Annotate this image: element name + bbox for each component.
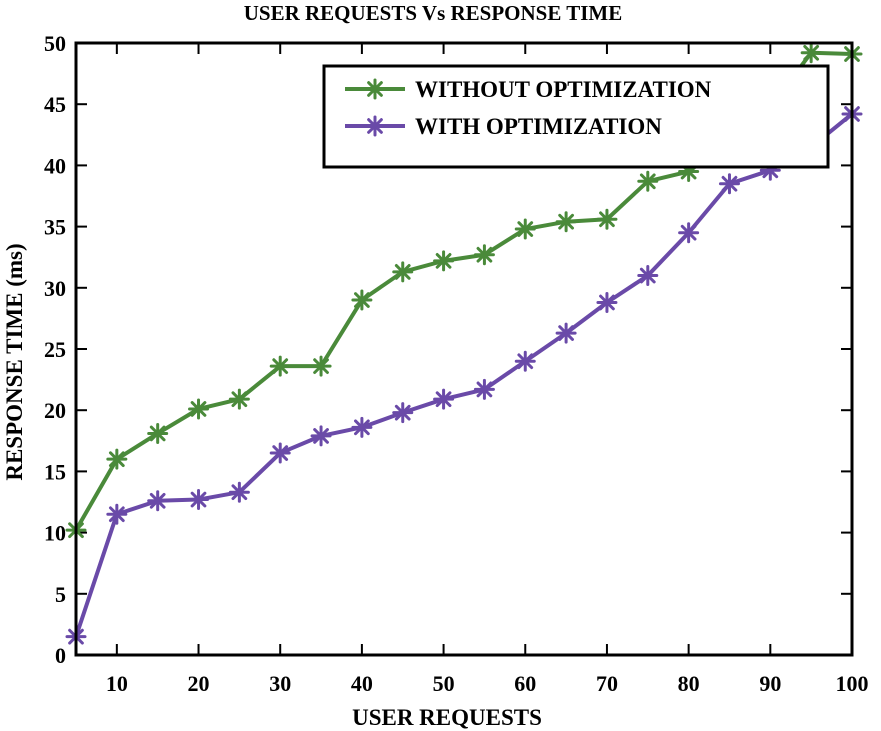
data-point [433,250,455,272]
plot-frame [74,41,854,657]
data-point [596,291,618,313]
y-axis-ticks: 0 5 10 15 20 25 30 35 40 45 50 [44,31,852,668]
data-point [637,265,659,287]
data-point [433,388,455,410]
data-point [310,355,332,377]
y-tick-label: 10 [44,521,66,546]
y-tick-label: 0 [55,643,66,668]
y-tick-label: 5 [55,582,66,607]
data-point [514,218,536,240]
legend-box [322,64,830,169]
data-point [269,442,291,464]
data-point [555,322,577,344]
legend: WITHOUT OPTIMIZATION WITH OPTIMIZATION [322,64,830,169]
data-point [310,425,332,447]
y-tick-label: 30 [44,276,66,301]
data-point [106,503,128,525]
data-point [392,261,414,283]
data-point [228,388,250,410]
x-tick-label: 40 [351,671,373,696]
x-tick-label: 10 [106,671,128,696]
data-point [800,42,822,64]
x-tick-label: 90 [759,671,781,696]
legend-marker [364,115,386,137]
x-tick-label: 100 [836,671,869,696]
data-point [473,378,495,400]
data-point [392,402,414,424]
legend-label: WITH OPTIMIZATION [415,114,662,139]
x-tick-label: 50 [433,671,455,696]
x-tick-label: 30 [269,671,291,696]
data-point [555,211,577,233]
series-1 [65,103,863,648]
x-axis-ticks: 10 20 30 40 50 60 70 80 90 100 [106,43,869,696]
y-tick-label: 15 [44,459,66,484]
data-point [351,289,373,311]
data-point [473,244,495,266]
data-point [678,222,700,244]
y-tick-label: 40 [44,153,66,178]
legend-entry: WITHOUT OPTIMIZATION [345,77,712,102]
x-axis-label: USER REQUESTS [352,705,542,730]
data-point [228,481,250,503]
data-point [188,398,210,420]
data-point [147,422,169,444]
data-point [269,355,291,377]
x-tick-label: 70 [596,671,618,696]
y-tick-label: 50 [44,31,66,56]
x-tick-label: 20 [188,671,210,696]
data-point [718,173,740,195]
y-tick-label: 45 [44,92,66,117]
x-tick-label: 60 [514,671,536,696]
y-tick-label: 20 [44,398,66,423]
data-point [147,490,169,512]
legend-entry: WITH OPTIMIZATION [345,114,662,139]
series-line [74,112,854,638]
data-point [514,350,536,372]
data-point [637,170,659,192]
data-point [351,416,373,438]
y-axis-label: RESPONSE TIME (ms) [2,243,27,480]
y-tick-label: 35 [44,215,66,240]
chart-title: USER REQUESTS Vs RESPONSE TIME [244,1,623,25]
x-tick-label: 80 [678,671,700,696]
legend-marker [364,78,386,100]
data-point [188,489,210,511]
legend-label: WITHOUT OPTIMIZATION [415,77,712,102]
y-tick-label: 25 [44,337,66,362]
data-point [596,208,618,230]
data-point [106,448,128,470]
